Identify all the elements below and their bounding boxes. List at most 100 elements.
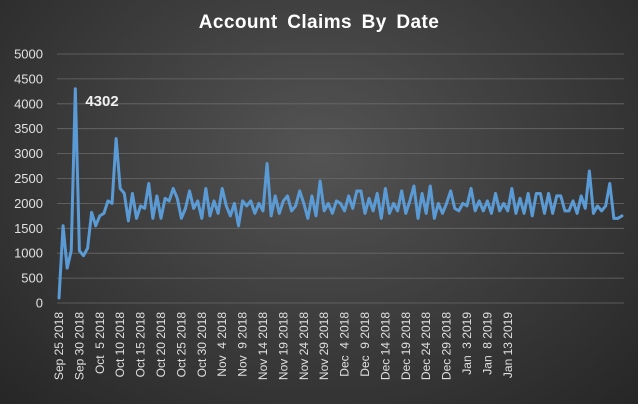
data-point <box>119 187 121 189</box>
data-point <box>90 211 92 213</box>
data-point <box>396 210 398 212</box>
data-point <box>592 212 594 214</box>
data-point <box>384 187 386 189</box>
data-point <box>360 190 362 192</box>
data-point <box>600 210 602 212</box>
data-point <box>490 212 492 214</box>
data-point <box>111 202 113 204</box>
data-point <box>380 217 382 219</box>
data-point <box>299 190 301 192</box>
data-point <box>327 202 329 204</box>
y-tick-label: 0 <box>36 296 43 311</box>
data-point <box>400 190 402 192</box>
data-point <box>580 195 582 197</box>
x-tick-label: Dec 19 2018 <box>399 312 413 380</box>
x-tick-label: Sep 30 2018 <box>72 312 86 380</box>
data-point <box>372 210 374 212</box>
data-point <box>417 217 419 219</box>
data-point <box>123 192 125 194</box>
data-point <box>368 197 370 199</box>
y-tick-label: 500 <box>21 271 43 286</box>
data-point <box>286 195 288 197</box>
data-point <box>429 185 431 187</box>
y-tick-label: 1000 <box>14 246 43 261</box>
data-point <box>311 195 313 197</box>
data-point <box>323 210 325 212</box>
data-point <box>474 210 476 212</box>
data-point <box>409 200 411 202</box>
data-point <box>560 195 562 197</box>
x-axis-ticks: Sep 25 2018 Sep 30 2018 Oct 5 2018 Oct 10 2… <box>52 312 515 380</box>
x-tick-label: Oct 10 2018 <box>113 312 127 378</box>
data-point <box>502 202 504 204</box>
data-point <box>486 200 488 202</box>
data-point <box>531 215 533 217</box>
data-point <box>588 170 590 172</box>
data-point <box>274 195 276 197</box>
x-tick-label: Nov 14 2018 <box>256 312 270 380</box>
peak-data-label: 4302 <box>85 93 118 110</box>
x-tick-label: Sep 25 2018 <box>52 312 66 380</box>
series-line <box>57 87 624 300</box>
data-point <box>437 202 439 204</box>
data-point <box>74 88 76 90</box>
data-point <box>523 212 525 214</box>
data-point <box>535 192 537 194</box>
data-point <box>339 202 341 204</box>
data-point <box>445 202 447 204</box>
data-point <box>143 207 145 209</box>
data-point <box>551 212 553 214</box>
data-point <box>282 200 284 202</box>
data-point <box>254 212 256 214</box>
data-point <box>205 187 207 189</box>
data-point <box>307 217 309 219</box>
data-point <box>609 182 611 184</box>
x-tick-label: Oct 30 2018 <box>195 312 209 378</box>
data-point <box>527 192 529 194</box>
data-point <box>507 210 509 212</box>
data-point <box>58 297 60 299</box>
y-tick-label: 1500 <box>14 221 43 236</box>
data-point <box>556 195 558 197</box>
data-point <box>421 192 423 194</box>
data-point <box>347 195 349 197</box>
data-point <box>148 182 150 184</box>
y-tick-label: 2000 <box>14 196 43 211</box>
data-point <box>103 212 105 214</box>
data-point <box>584 207 586 209</box>
data-point <box>209 215 211 217</box>
data-point <box>352 207 354 209</box>
x-tick-label: Dec 24 2018 <box>419 312 433 380</box>
data-point <box>258 202 260 204</box>
data-point <box>229 215 231 217</box>
data-point <box>462 202 464 204</box>
data-point <box>86 247 88 249</box>
data-point <box>604 205 606 207</box>
x-tick-label: Oct 15 2018 <box>134 312 148 378</box>
data-point <box>494 192 496 194</box>
data-point <box>127 220 129 222</box>
data-point <box>172 187 174 189</box>
annotations: 4302 <box>85 93 118 110</box>
data-point <box>441 212 443 214</box>
data-point <box>294 205 296 207</box>
data-point <box>266 162 268 164</box>
data-point <box>188 190 190 192</box>
data-point <box>303 202 305 204</box>
x-tick-label: Nov 19 2018 <box>276 312 290 380</box>
y-axis-ticks: 0 500 1000 1500 2000 2500 3000 3500 4000 4500 5000 <box>14 47 43 311</box>
y-tick-label: 5000 <box>14 47 43 62</box>
data-point <box>152 217 154 219</box>
data-point <box>241 200 243 202</box>
data-point <box>335 200 337 202</box>
data-point <box>376 192 378 194</box>
data-point <box>576 212 578 214</box>
data-point <box>168 200 170 202</box>
data-point <box>498 210 500 212</box>
series-group <box>57 87 624 300</box>
y-tick-label: 4000 <box>14 96 43 111</box>
data-point <box>596 205 598 207</box>
x-tick-label: Dec 14 2018 <box>378 312 392 380</box>
data-point <box>217 212 219 214</box>
